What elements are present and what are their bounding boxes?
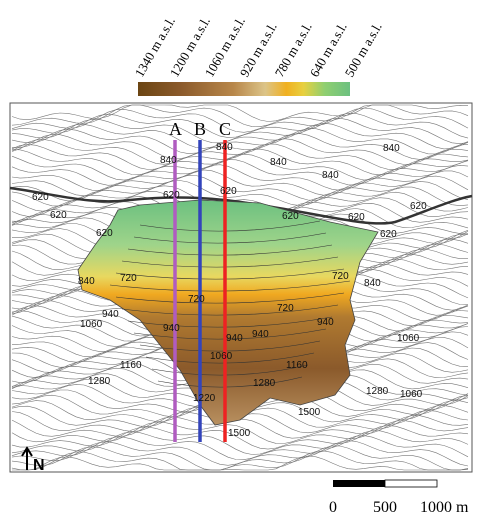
scale-label: 1000 m: [420, 499, 469, 516]
section-label: C: [219, 119, 231, 139]
scale-label: 0: [329, 499, 337, 516]
section-label: A: [169, 119, 182, 139]
section-label: B: [194, 119, 206, 139]
scale-black: [333, 480, 385, 487]
contour-label: 840: [383, 143, 400, 154]
legend-colorbar: [138, 82, 350, 96]
contour-label: 720: [332, 271, 349, 282]
contour-label: 1160: [120, 360, 142, 371]
contour-label: 720: [277, 303, 294, 314]
contour-label: 720: [120, 273, 137, 284]
contour-label: 1160: [286, 360, 308, 371]
contour-label: 1060: [400, 389, 423, 400]
contour-label: 940: [317, 317, 334, 328]
contour-label: 1220: [193, 393, 216, 404]
legend: 1340 m a.s.l.1200 m a.s.l.1060 m a.s.l.9…: [132, 14, 385, 79]
contour-label: 1500: [298, 407, 321, 418]
contour-label: 620: [220, 186, 237, 197]
contour-label: 620: [163, 190, 180, 201]
contour-label: 840: [270, 157, 287, 168]
contour-label: 620: [380, 229, 397, 240]
scale-white: [385, 480, 437, 487]
contour-label: 840: [160, 155, 177, 166]
contour-label: 840: [78, 276, 95, 287]
contour-label: 940: [226, 333, 243, 344]
contour-label: 1280: [366, 386, 389, 397]
contour-label: 940: [163, 323, 180, 334]
contour-label: 1060: [80, 319, 103, 330]
contour-label: 1500: [228, 428, 251, 439]
contour-label: 1280: [88, 376, 111, 387]
contour-label: 620: [348, 212, 365, 223]
contour-label: 620: [410, 201, 427, 212]
map: 1340 m a.s.l.1200 m a.s.l.1060 m a.s.l.9…: [0, 0, 482, 520]
contour-label: 720: [188, 294, 205, 305]
contour-label: 1060: [210, 351, 233, 362]
contour-label: 620: [50, 210, 67, 221]
contour-label: 620: [32, 192, 49, 203]
contour-label: 840: [364, 278, 381, 289]
contour-label: 940: [102, 309, 119, 320]
contour-label: 1060: [397, 333, 420, 344]
scale-label: 500: [373, 499, 397, 516]
contour-label: 620: [96, 228, 113, 239]
contour-label: 620: [282, 211, 299, 222]
contour-label: 1280: [253, 378, 276, 389]
contour-label: 840: [322, 170, 339, 181]
contour-label: 840: [216, 142, 233, 153]
north-label: N: [33, 457, 45, 474]
contour-label: 940: [252, 329, 269, 340]
